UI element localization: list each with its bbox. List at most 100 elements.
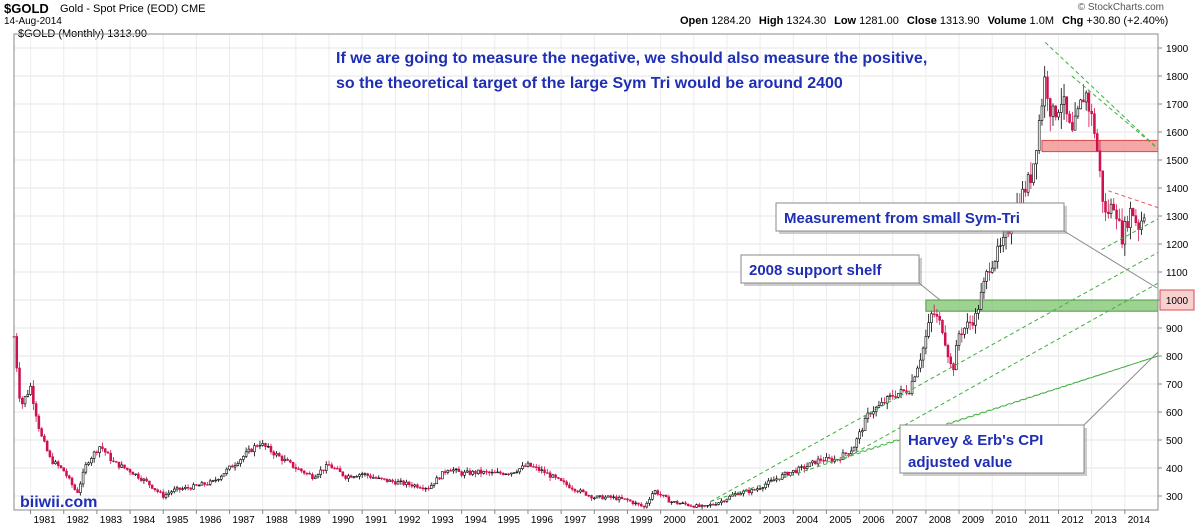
candle-body bbox=[266, 446, 270, 448]
candle-body bbox=[228, 465, 231, 470]
candle-body bbox=[1076, 108, 1080, 117]
candle-body bbox=[239, 459, 242, 464]
candle-body bbox=[568, 484, 571, 489]
candle-body bbox=[269, 446, 273, 453]
candle-body bbox=[584, 491, 588, 496]
candle-body bbox=[90, 458, 93, 464]
candle-body bbox=[170, 491, 173, 494]
candle-body bbox=[313, 476, 317, 480]
annotations: If we are going to measure the negative,… bbox=[20, 50, 1195, 511]
candle-body bbox=[231, 465, 234, 468]
candle-body bbox=[623, 498, 626, 500]
candle-body bbox=[581, 489, 585, 492]
candle-body bbox=[1057, 112, 1060, 118]
y-tick-label: 600 bbox=[1166, 408, 1183, 419]
candle-body bbox=[391, 479, 394, 482]
x-tick-label: 1995 bbox=[498, 515, 521, 526]
exchange-text: CME bbox=[181, 3, 206, 15]
candle-body bbox=[850, 450, 853, 454]
candle-body bbox=[753, 489, 756, 491]
candle-body bbox=[521, 465, 524, 469]
candle-body bbox=[1118, 218, 1121, 221]
candle-body bbox=[501, 472, 505, 475]
candle-body bbox=[432, 483, 436, 486]
candle-body bbox=[242, 456, 245, 460]
candle-body bbox=[570, 487, 574, 490]
candle-body bbox=[197, 484, 201, 487]
candle-body bbox=[1051, 105, 1055, 117]
candle-body bbox=[283, 458, 287, 461]
candle-body bbox=[990, 267, 994, 273]
candle-body bbox=[1120, 220, 1124, 245]
candle-body bbox=[37, 415, 41, 429]
candle-body bbox=[662, 494, 665, 497]
candle-body bbox=[941, 319, 944, 334]
candle-body bbox=[117, 461, 121, 468]
candle-body bbox=[703, 505, 707, 507]
x-tick-label: 1981 bbox=[33, 515, 56, 526]
candle-body bbox=[181, 488, 184, 490]
candle-body bbox=[816, 458, 820, 465]
candle-body bbox=[988, 271, 991, 273]
candle-body bbox=[336, 467, 339, 470]
ohlc-label: High bbox=[758, 15, 784, 27]
x-tick-label: 2006 bbox=[862, 515, 885, 526]
candle-body bbox=[1046, 76, 1049, 99]
candle-body bbox=[808, 462, 812, 467]
candle-body bbox=[261, 443, 264, 446]
y-tick-label: 1900 bbox=[1166, 44, 1189, 55]
candle-body bbox=[783, 471, 787, 475]
candle-body bbox=[173, 488, 176, 492]
candle-body bbox=[880, 402, 883, 406]
callout-pointer bbox=[1063, 230, 1158, 289]
trend-line bbox=[1108, 190, 1159, 209]
candle-body bbox=[1024, 188, 1027, 193]
candle-body bbox=[587, 495, 591, 497]
candle-body bbox=[670, 501, 673, 504]
candle-body bbox=[371, 477, 375, 479]
candle-body bbox=[725, 498, 729, 502]
candle-body bbox=[930, 313, 933, 323]
candle-body bbox=[316, 474, 320, 478]
x-tick-label: 1992 bbox=[398, 515, 421, 526]
candle-body bbox=[543, 469, 546, 474]
candle-body bbox=[554, 474, 557, 478]
candle-body bbox=[916, 367, 919, 378]
candle-body bbox=[742, 490, 745, 494]
x-tick-label: 2002 bbox=[730, 515, 753, 526]
candle-body bbox=[471, 470, 474, 475]
candle-body bbox=[206, 484, 209, 486]
candle-body bbox=[233, 464, 237, 468]
candle-body bbox=[877, 405, 881, 408]
candle-body bbox=[1035, 150, 1038, 165]
brand-credit: © StockCharts.com bbox=[1077, 2, 1164, 13]
candle-body bbox=[438, 477, 441, 480]
y-tick-label: 700 bbox=[1166, 380, 1183, 391]
candle-body bbox=[159, 491, 162, 493]
candle-body bbox=[363, 473, 367, 475]
candle-body bbox=[490, 471, 494, 474]
candle-body bbox=[767, 480, 770, 485]
candle-body bbox=[695, 504, 698, 508]
candle-body bbox=[698, 504, 701, 507]
candle-body bbox=[366, 473, 369, 476]
candle-body bbox=[883, 402, 886, 404]
candle-body bbox=[960, 333, 964, 335]
candle-body bbox=[452, 469, 455, 472]
target-1000-marker: 1000 bbox=[1159, 289, 1195, 311]
candle-body bbox=[548, 472, 552, 478]
candle-body bbox=[465, 470, 469, 473]
ticker-description: Gold - Spot Price (EOD) CME bbox=[60, 3, 206, 15]
candle-body bbox=[971, 322, 975, 326]
candle-body bbox=[866, 412, 870, 419]
candle-body bbox=[416, 484, 419, 488]
candle-body bbox=[628, 499, 632, 502]
candle-body bbox=[67, 475, 71, 479]
y-tick-label: 1600 bbox=[1166, 128, 1189, 139]
candle-body bbox=[385, 478, 389, 482]
candle-body bbox=[294, 467, 298, 470]
x-tick-label: 2009 bbox=[962, 515, 985, 526]
y-tick-label: 1800 bbox=[1166, 72, 1189, 83]
candle-body bbox=[258, 444, 262, 447]
candle-body bbox=[1048, 98, 1052, 117]
